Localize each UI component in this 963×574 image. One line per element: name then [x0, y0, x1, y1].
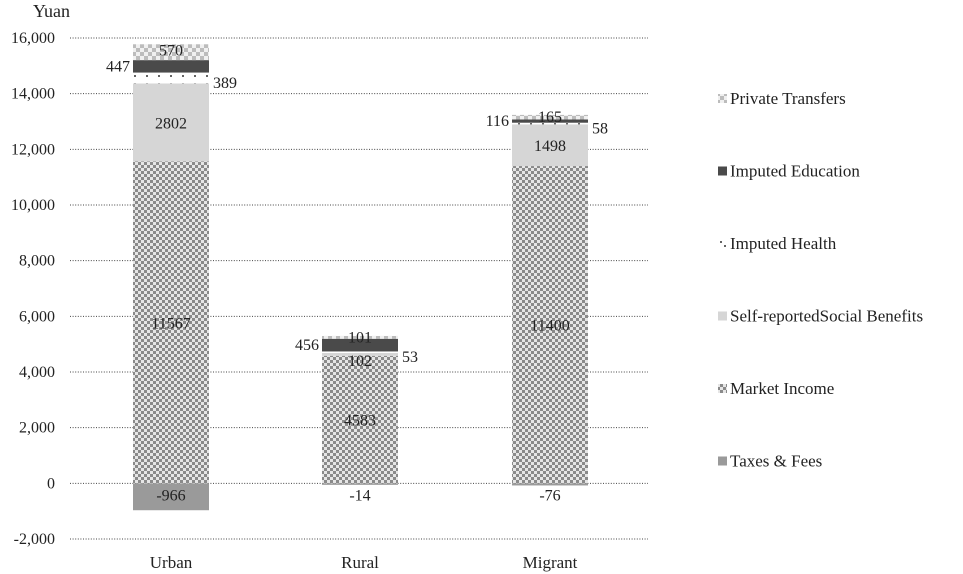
legend-label: Market Income: [730, 379, 834, 398]
legend-item: Market Income: [718, 379, 834, 398]
x-category-label: Migrant: [523, 553, 578, 572]
y-tick-label: -2,000: [14, 531, 55, 548]
bar-segment-private-transfers-migrant: [512, 114, 588, 120]
data-label: 102: [348, 353, 372, 370]
data-label: 11400: [530, 318, 569, 335]
data-label: -76: [539, 487, 560, 504]
data-label: 11567: [151, 315, 190, 332]
y-axis-ticks: -2,000 0 2,000 4,000 6,000 8,000 10,000 12,000 1…: [11, 30, 55, 548]
legend-label: Imputed Education: [730, 162, 860, 181]
y-tick-label: 16,000: [11, 30, 55, 47]
data-label: 447: [106, 58, 130, 75]
bar-segment-imputed-education-urban: [133, 60, 209, 73]
y-tick-label: 10,000: [11, 197, 55, 214]
legend-swatch: [718, 166, 727, 176]
y-tick-label: 12,000: [11, 141, 55, 158]
data-label: 165: [538, 109, 562, 126]
legend-item: Imputed Health: [720, 234, 837, 253]
x-axis-categories: Urban Rural Migrant: [150, 553, 578, 572]
bar-segment-taxes-fees-rural: [322, 483, 398, 485]
bar-segment-self-reportedsocial-benefits-rural: [322, 352, 398, 356]
legend-label: Imputed Health: [730, 234, 837, 253]
data-label: -14: [349, 487, 370, 504]
data-label: 389: [213, 75, 237, 92]
bar-segment-private-transfers-urban: [133, 44, 209, 61]
legend-swatch: [718, 311, 727, 321]
data-label: 53: [402, 349, 418, 366]
x-category-label: Urban: [150, 553, 193, 572]
legend-swatch: [718, 384, 727, 393]
y-tick-label: 14,000: [11, 86, 55, 103]
legend-item: Taxes & Fees: [718, 452, 822, 471]
bar-segment-imputed-health-migrant: [512, 122, 588, 125]
bar-segment-market-income-migrant: [512, 166, 588, 484]
y-tick-label: 2,000: [19, 420, 55, 437]
data-label: 116: [486, 113, 509, 130]
bar-segment-imputed-education-rural: [322, 338, 398, 352]
y-axis-label: Yuan: [33, 1, 70, 21]
bar-segment-private-transfers-rural: [322, 335, 398, 339]
data-label: 4583: [344, 413, 376, 430]
legend-label: Taxes & Fees: [730, 452, 822, 471]
data-label: -966: [156, 487, 185, 504]
data-label: 1498: [534, 138, 566, 155]
legend-swatch: [718, 94, 727, 103]
legend-label: Self-reportedSocial Benefits: [730, 307, 923, 326]
bar-segment-imputed-health-rural: [322, 351, 398, 353]
bar-segment-taxes-fees-urban: [133, 483, 209, 511]
bar-segment-imputed-education-migrant: [512, 119, 588, 123]
data-labels: -966 11567 2802 389 447 570 -14 4583 102 53 456 101…: [106, 42, 608, 504]
bar-segment-taxes-fees-migrant: [512, 483, 588, 486]
data-label: 2802: [155, 115, 187, 132]
y-tick-label: 6,000: [19, 308, 55, 325]
y-tick-label: 0: [47, 475, 55, 492]
bars: [133, 44, 588, 511]
legend-swatch-dot: [724, 245, 726, 247]
data-label: 570: [159, 42, 183, 59]
bar-segment-imputed-health-urban: [133, 72, 209, 84]
y-tick-label: 8,000: [19, 253, 55, 270]
legend: Private Transfers Imputed Education Impute…: [718, 89, 923, 471]
bar-segment-self-reportedsocial-benefits-migrant: [512, 124, 588, 167]
bar-segment-market-income-urban: [133, 161, 209, 484]
legend-label: Private Transfers: [730, 89, 846, 108]
bar-segment-market-income-rural: [322, 355, 398, 484]
bar-segment-self-reportedsocial-benefits-urban: [133, 83, 209, 162]
x-category-label: Rural: [341, 553, 379, 572]
legend-swatch: [720, 241, 722, 243]
data-label: 456: [295, 337, 319, 354]
y-tick-label: 4,000: [19, 364, 55, 381]
data-label: 58: [592, 121, 608, 138]
legend-item: Self-reportedSocial Benefits: [718, 307, 923, 326]
legend-item: Imputed Education: [718, 162, 860, 181]
data-label: 101: [348, 329, 372, 346]
legend-item: Private Transfers: [718, 89, 846, 108]
legend-swatch: [718, 456, 727, 466]
